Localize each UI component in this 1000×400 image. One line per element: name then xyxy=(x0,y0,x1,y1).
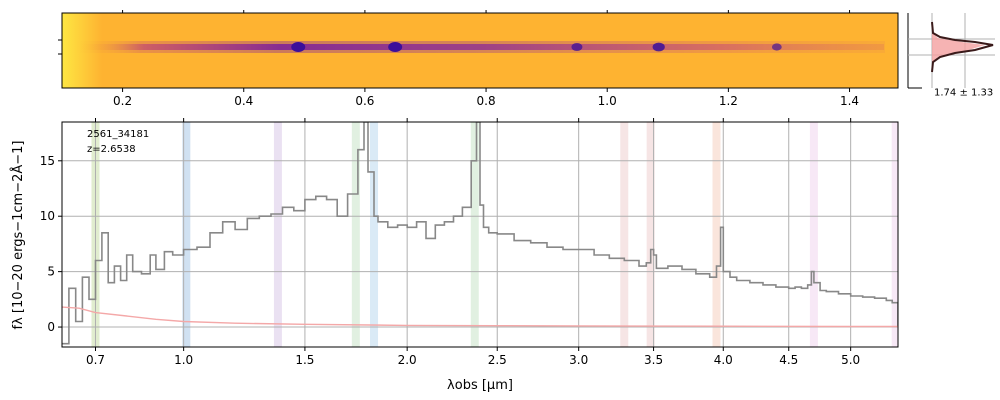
y-tick-label: 0 xyxy=(47,320,55,334)
emission-line-band xyxy=(620,122,629,347)
y-tick-label: 15 xyxy=(40,154,55,168)
top-x-tick-label: 0.4 xyxy=(234,94,253,108)
emission-line-band xyxy=(646,122,655,347)
emission-line-band xyxy=(370,122,379,347)
heatmap-trace xyxy=(80,44,884,50)
top-x-tick-label: 1.0 xyxy=(598,94,617,108)
top-x-tick-label: 1.4 xyxy=(840,94,859,108)
x-tick-label: 4.5 xyxy=(779,353,798,367)
spectrum-frame xyxy=(61,121,899,348)
profile-annotation: 1.74 ± 1.33 xyxy=(934,87,993,98)
heatmap-frame xyxy=(61,12,899,89)
x-tick-label: 0.7 xyxy=(86,353,105,367)
spatial-profile-panel: 1.74 ± 1.33 xyxy=(907,13,995,98)
emission-line-band xyxy=(273,122,282,347)
profile-curve xyxy=(931,21,994,73)
y-axis-label: fλ [10−20 ergs−1cm−2Å−1] xyxy=(10,141,26,330)
y-tick-label: 5 xyxy=(47,265,55,279)
spectrum-1d-panel: 0.7 1.0 1.5 2.0 2.5 3.0 3.5 4.0 4.5 5.0 0 5 10 15 25… xyxy=(10,118,899,393)
emission-line-band xyxy=(351,122,360,347)
y-tick-label: 10 xyxy=(40,209,55,223)
x-axis-label: λobs [μm] xyxy=(447,378,513,393)
heatmap-emission-feature xyxy=(771,43,782,51)
emission-line-band xyxy=(809,122,818,347)
heatmap-emission-feature xyxy=(571,43,583,51)
x-tick-label: 1.5 xyxy=(295,353,314,367)
top-x-tick-label: 0.8 xyxy=(477,94,496,108)
x-tick-label: 1.0 xyxy=(174,353,193,367)
x-tick-label: 4.0 xyxy=(714,353,733,367)
spectrum-2d-panel: 0.2 0.4 0.6 0.8 1.0 1.2 1.4 xyxy=(58,10,899,108)
x-tick-label: 3.0 xyxy=(569,353,588,367)
top-x-tick-label: 1.2 xyxy=(719,94,738,108)
emission-line-band xyxy=(712,122,721,347)
heatmap-emission-feature xyxy=(291,42,306,52)
emission-line-band xyxy=(891,122,898,347)
x-tick-label: 2.5 xyxy=(488,353,507,367)
object-id-annotation: 2561_34181 xyxy=(87,129,149,140)
heatmap-emission-feature xyxy=(388,42,403,52)
x-tick-label: 3.5 xyxy=(644,353,663,367)
x-tick-label: 2.0 xyxy=(398,353,417,367)
top-x-tick-label: 0.2 xyxy=(113,94,132,108)
profile-model-fill xyxy=(932,25,985,70)
heatmap-emission-feature xyxy=(652,42,665,52)
emission-line-band xyxy=(470,122,479,347)
emission-line-band xyxy=(182,122,191,347)
top-x-tick-label: 0.6 xyxy=(355,94,374,108)
error-series xyxy=(62,306,898,328)
x-tick-label: 5.0 xyxy=(841,353,860,367)
flux-series xyxy=(62,122,898,345)
redshift-annotation: z=2.6538 xyxy=(87,144,136,155)
